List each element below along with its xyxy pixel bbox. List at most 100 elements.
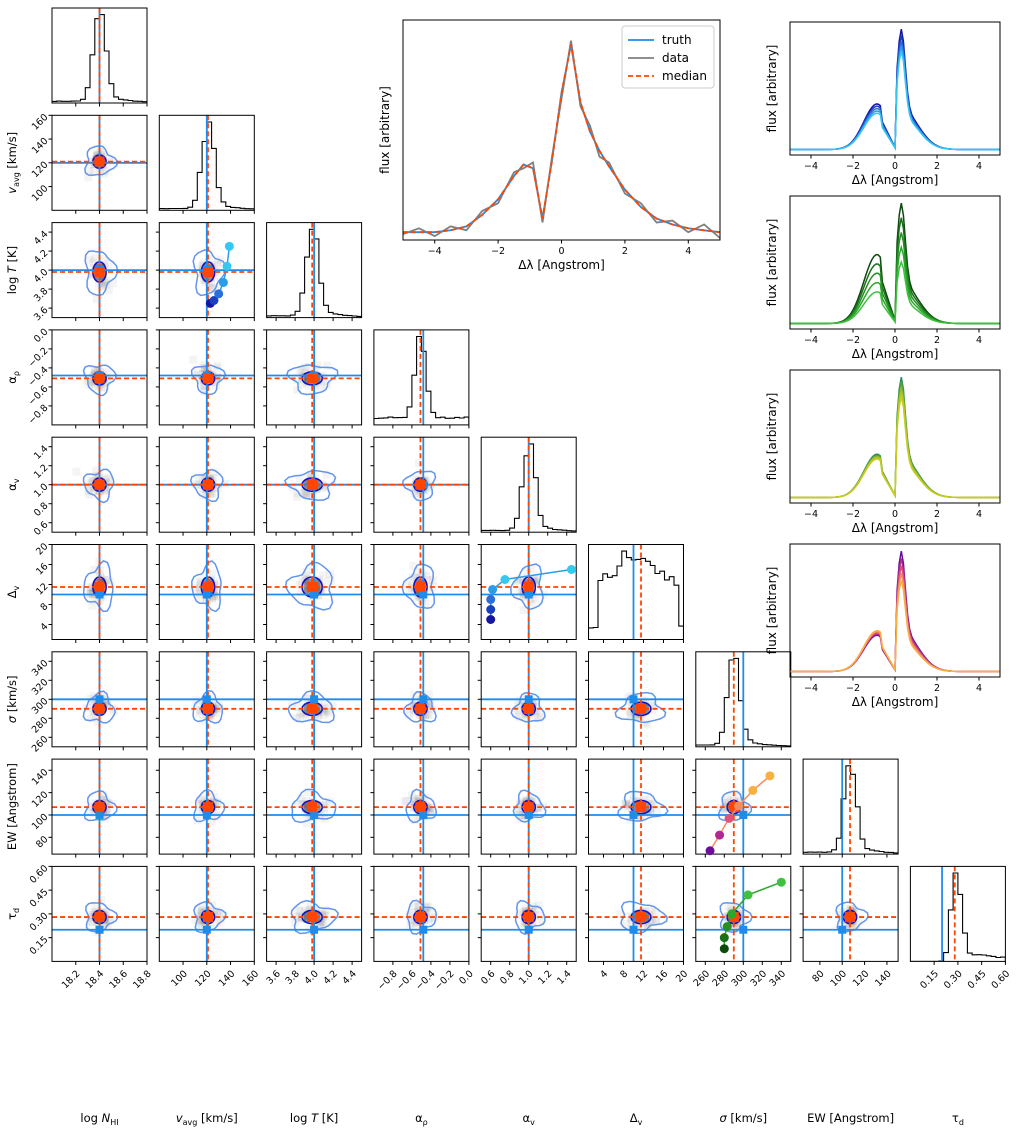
density-bin — [631, 914, 640, 923]
density-bin — [640, 696, 649, 705]
parameter-sweep-tau-vs-sigma — [719, 877, 786, 954]
density-bin — [320, 911, 329, 920]
x-tick-label: −4 — [804, 335, 818, 346]
median-marker — [415, 582, 426, 592]
panel-content — [52, 115, 147, 211]
density-bin — [415, 902, 424, 910]
density-bin — [196, 585, 204, 594]
y-tick-label: 3.8 — [32, 286, 50, 304]
sweep-point — [734, 801, 744, 811]
density-bin — [515, 806, 524, 815]
density-bin — [196, 921, 205, 930]
y-tick-label: 100 — [30, 183, 51, 204]
density-bin — [315, 587, 324, 596]
panel-content — [373, 437, 469, 533]
histogram-panel-av — [480, 436, 577, 536]
density-bin — [200, 361, 209, 369]
density-bin — [293, 376, 302, 385]
density-bin — [407, 701, 416, 709]
y-axis-label-vavg: vavg [km/s] — [5, 132, 21, 194]
x-tick-label: 320 — [749, 968, 770, 989]
density-bin — [723, 798, 732, 807]
density-bin — [100, 278, 109, 286]
median-marker — [523, 912, 534, 923]
x-tick-label: −2 — [846, 161, 860, 172]
median-marker — [202, 373, 213, 384]
y-axis-label-tau: τd — [5, 908, 21, 920]
panel-content — [159, 437, 255, 533]
density-bin — [87, 377, 96, 386]
density-bin — [206, 575, 215, 584]
density-bin — [321, 911, 330, 920]
median-marker — [94, 912, 105, 923]
panel-content — [588, 651, 684, 747]
density-bin — [207, 577, 215, 586]
density-bin — [296, 367, 305, 376]
density-bin — [626, 801, 635, 810]
x-tick-label: 0.0 — [457, 968, 475, 986]
histogram-step — [373, 335, 469, 425]
corner-grid: 1001201401603.63.84.04.24.4−0.8−0.6−0.4−… — [26, 7, 1012, 993]
y-tick-label: 4.4 — [32, 229, 50, 247]
density-bin — [318, 377, 327, 386]
spectrum-content — [403, 40, 720, 239]
density-bin — [85, 166, 94, 175]
density-bin — [305, 381, 314, 390]
density-bin — [304, 363, 313, 372]
truth-marker — [739, 925, 748, 934]
y-axis-label-logT: log T [K] — [5, 246, 19, 294]
median-marker — [202, 267, 213, 277]
histogram-panel-sigma — [695, 651, 792, 751]
x-tick-label: 2 — [622, 246, 628, 257]
density-bin — [631, 910, 640, 919]
density-bin — [215, 701, 223, 710]
sweep-point — [727, 909, 737, 919]
density-bin — [631, 804, 640, 813]
median-marker — [728, 802, 739, 813]
density-bin — [407, 908, 416, 917]
density-bin — [198, 907, 206, 916]
density-bin — [322, 470, 331, 479]
contour-outer — [614, 691, 667, 724]
truth-marker — [310, 590, 319, 599]
truth-marker — [629, 695, 638, 704]
density-bin — [198, 475, 207, 484]
density-bin — [196, 576, 205, 585]
density-bin — [297, 587, 306, 596]
x-tick-label: 18.6 — [107, 968, 130, 991]
density-bin — [852, 921, 860, 929]
median-marker — [415, 912, 426, 923]
sweep-point — [724, 813, 734, 823]
density-bin — [91, 365, 100, 374]
x-tick-label: 1.4 — [555, 968, 573, 986]
density-bin — [416, 710, 425, 719]
density-bin — [209, 584, 218, 593]
density-bin — [321, 800, 330, 809]
y-tick-label: 16 — [34, 561, 50, 577]
x-tick-label: 3.6 — [264, 968, 282, 986]
density-bin — [316, 918, 325, 927]
density-bin — [314, 706, 323, 715]
density-bin — [100, 915, 109, 924]
density-bin — [316, 383, 325, 392]
density-bin — [527, 599, 536, 608]
density-bin — [413, 588, 422, 597]
density-bin — [410, 794, 419, 803]
density-bin — [315, 482, 323, 490]
density-bin — [630, 802, 639, 811]
density-bin — [313, 361, 322, 370]
density-bin — [196, 706, 205, 715]
density-bin — [411, 706, 420, 715]
sweep-point — [209, 296, 219, 305]
density-bin — [211, 378, 220, 387]
density-bin — [515, 713, 524, 722]
y-axis-label-ew: EW [Angstrom] — [5, 763, 19, 850]
panel-content — [695, 651, 791, 747]
density-bin — [102, 485, 111, 494]
density-bin — [644, 800, 653, 808]
density-bin — [643, 923, 652, 932]
density-bin — [400, 797, 409, 806]
density-bin — [99, 282, 107, 291]
density-bin — [426, 914, 435, 923]
density-bin — [405, 911, 414, 920]
